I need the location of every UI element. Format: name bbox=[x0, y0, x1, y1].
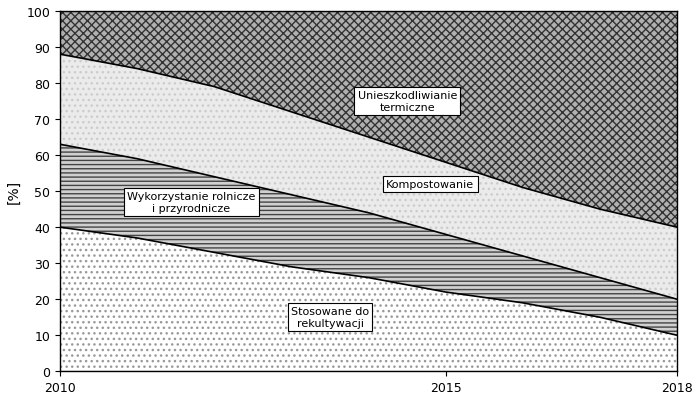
Y-axis label: [%]: [%] bbox=[7, 180, 21, 204]
Text: Wykorzystanie rolnicze
i przyrodnicze: Wykorzystanie rolnicze i przyrodnicze bbox=[127, 192, 256, 213]
Text: Kompostowanie: Kompostowanie bbox=[386, 180, 475, 189]
Text: Unieszkodliwianie
termiczne: Unieszkodliwianie termiczne bbox=[358, 91, 457, 113]
Text: Stosowane do
rekultywacji: Stosowane do rekultywacji bbox=[291, 307, 369, 328]
